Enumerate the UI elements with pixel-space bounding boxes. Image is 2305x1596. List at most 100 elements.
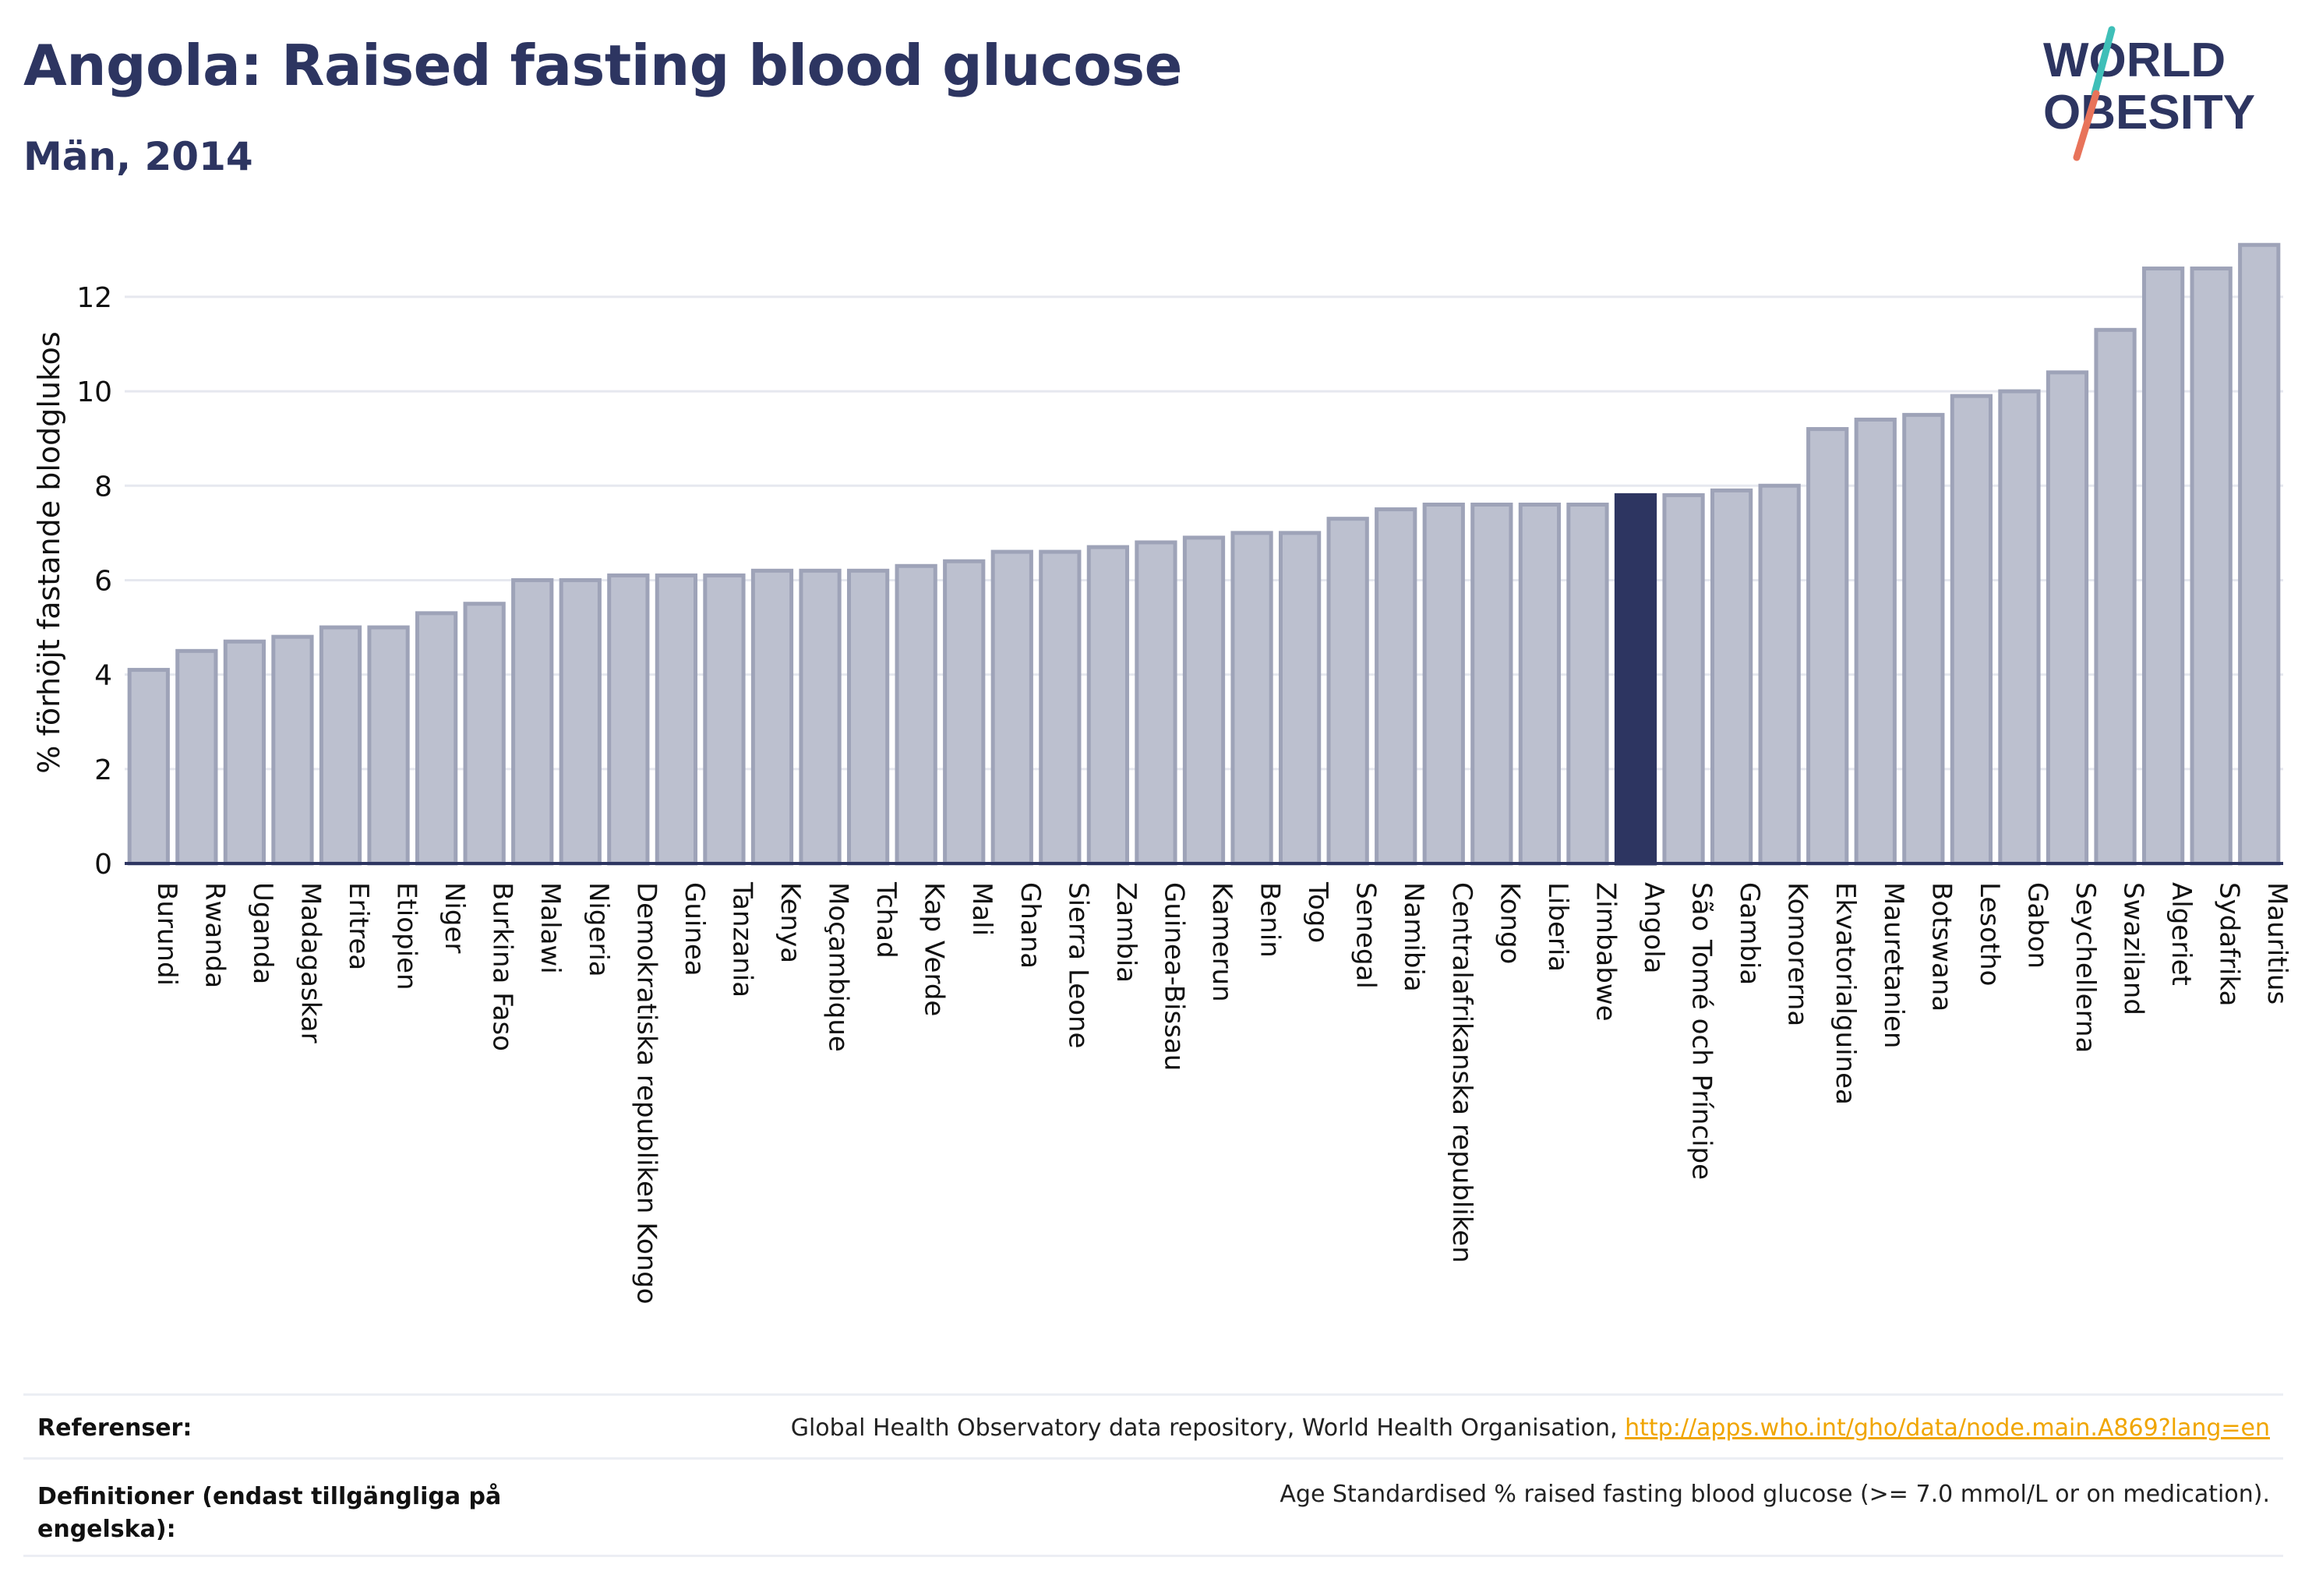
- bar: [750, 568, 794, 866]
- x-tick-label: Nigeria: [583, 882, 614, 977]
- bar: [463, 602, 506, 866]
- bar: [1326, 517, 1369, 866]
- bar: [1902, 412, 1945, 866]
- bar: [1998, 389, 2041, 866]
- x-tick-label: Burkina Faso: [487, 882, 518, 1051]
- x-tick-label: Eritrea: [343, 882, 374, 970]
- x-tick-label: Angola: [1638, 882, 1669, 973]
- bar: [943, 559, 986, 866]
- references-link[interactable]: http://apps.who.int/gho/data/node.main.A…: [1625, 1414, 2270, 1442]
- x-tick-label: Seychellerna: [2070, 882, 2101, 1053]
- references-text: Global Health Observatory data repositor…: [791, 1414, 2270, 1442]
- y-tick-label: 2: [94, 754, 112, 786]
- bar: [1518, 502, 1562, 866]
- x-tick-label: Komorerna: [1782, 882, 1813, 1026]
- bar: [1375, 507, 1417, 866]
- bar: [1662, 493, 1705, 866]
- x-tick-label: Kap Verde: [919, 882, 950, 1016]
- x-tick-label: Gabon: [2021, 882, 2053, 969]
- footer-divider-middle: [23, 1457, 2283, 1460]
- x-tick-label: Burundi: [151, 882, 182, 986]
- y-axis-label: % förhöjt fastande blodglukos: [32, 331, 66, 773]
- bar: [2190, 267, 2233, 866]
- bars: [127, 242, 2281, 866]
- x-tick-label: São Tomé och Príncipe: [1686, 882, 1717, 1180]
- x-tick-label: Algeriet: [2166, 882, 2197, 986]
- bar: [511, 577, 554, 866]
- bar: [367, 625, 410, 866]
- x-tick-label: Demokratiska republiken Kongo: [630, 882, 662, 1305]
- x-tick-label: Zambia: [1110, 882, 1142, 983]
- footer-divider-bottom: [23, 1555, 2283, 1557]
- bar: [2046, 370, 2089, 866]
- x-tick-label: Botswana: [1926, 882, 1957, 1012]
- bar: [559, 577, 602, 866]
- bar: [1278, 531, 1322, 866]
- bar: [1950, 394, 1993, 866]
- bar: [1806, 427, 1849, 866]
- logo-slash-teal: [2091, 26, 2116, 97]
- bar: [1470, 502, 1513, 866]
- footer-divider-top: [23, 1393, 2283, 1396]
- bar: [1135, 540, 1177, 866]
- bar: [1086, 545, 1130, 866]
- bar: [1182, 535, 1226, 866]
- bar: [1854, 417, 1897, 866]
- bar: [1230, 531, 1273, 866]
- x-tick-label: Kamerun: [1206, 882, 1237, 1002]
- x-tick-label: Mali: [966, 882, 997, 936]
- y-tick-label: 8: [94, 471, 112, 503]
- y-tick-label: 10: [76, 376, 112, 408]
- bar: [990, 549, 1033, 866]
- x-tick-label: Mauritius: [2261, 882, 2293, 1005]
- x-tick-label: Sydafrika: [2214, 882, 2245, 1006]
- bar: [2141, 267, 2185, 866]
- chart-subtitle: Män, 2014: [23, 134, 253, 179]
- x-tick-label: Etiopien: [391, 882, 422, 990]
- logo-text-obesity: OBESITY: [2043, 86, 2255, 139]
- y-tick-label: 12: [76, 282, 112, 314]
- x-tick-label: Madagaskar: [295, 882, 326, 1043]
- logo-slash-coral: [2073, 90, 2100, 161]
- bar-chart: 0 2 4 6 8 10 12 Burundi Rwanda Uganda Madagaskar Er…: [32, 242, 2293, 1305]
- x-tick-label: Kongo: [1494, 882, 1525, 964]
- bar: [127, 668, 170, 866]
- x-tick-label: Senegal: [1350, 882, 1382, 989]
- bar: [223, 639, 267, 866]
- x-tick-label: Liberia: [1542, 882, 1573, 972]
- chart-title: Angola: Raised fasting blood glucose: [23, 33, 1182, 98]
- x-tick-label: Togo: [1302, 881, 1333, 943]
- bar: [175, 648, 218, 866]
- x-tick-label: Moçambique: [823, 882, 854, 1052]
- bar: [1039, 549, 1082, 866]
- logo-text-world: WORLD: [2043, 34, 2226, 87]
- definitions-label: Definitioner (endast tillgängliga på eng…: [37, 1483, 502, 1543]
- x-tick-label: Uganda: [247, 882, 278, 984]
- bar: [1422, 502, 1465, 866]
- bar: [1710, 488, 1753, 866]
- x-tick-label: Benin: [1255, 882, 1286, 958]
- x-tick-label: Gambia: [1734, 882, 1765, 985]
- world-obesity-logo: WORLD OBESITY: [2043, 26, 2255, 161]
- bar: [1566, 502, 1609, 866]
- x-tick-label: Guinea-Bissau: [1158, 882, 1189, 1071]
- bar: [1614, 493, 1657, 866]
- bar: [415, 611, 458, 866]
- x-tick-label: Ghana: [1015, 882, 1046, 969]
- x-tick-label: Kenya: [775, 882, 806, 963]
- bar: [799, 568, 842, 866]
- references-label: Referenser:: [37, 1414, 192, 1442]
- x-tick-label: Rwanda: [199, 882, 230, 988]
- x-tick-label: Guinea: [679, 882, 710, 976]
- y-tick-label: 6: [94, 565, 112, 597]
- x-tick-label: Namibia: [1398, 882, 1429, 992]
- axes: 0 2 4 6 8 10 12 Burundi Rwanda Uganda Madagaskar Er…: [76, 282, 2293, 1305]
- x-tick-label: Niger: [439, 882, 470, 953]
- x-tick-label: Centralafrikanska republiken: [1446, 882, 1477, 1263]
- references-source: Global Health Observatory data repositor…: [790, 1414, 1626, 1442]
- bar: [2238, 242, 2281, 866]
- bar: [2094, 327, 2137, 866]
- y-tick-label: 4: [94, 660, 112, 692]
- y-tick-label: 0: [94, 849, 112, 881]
- x-tick-label: Mauretanien: [1878, 882, 1909, 1049]
